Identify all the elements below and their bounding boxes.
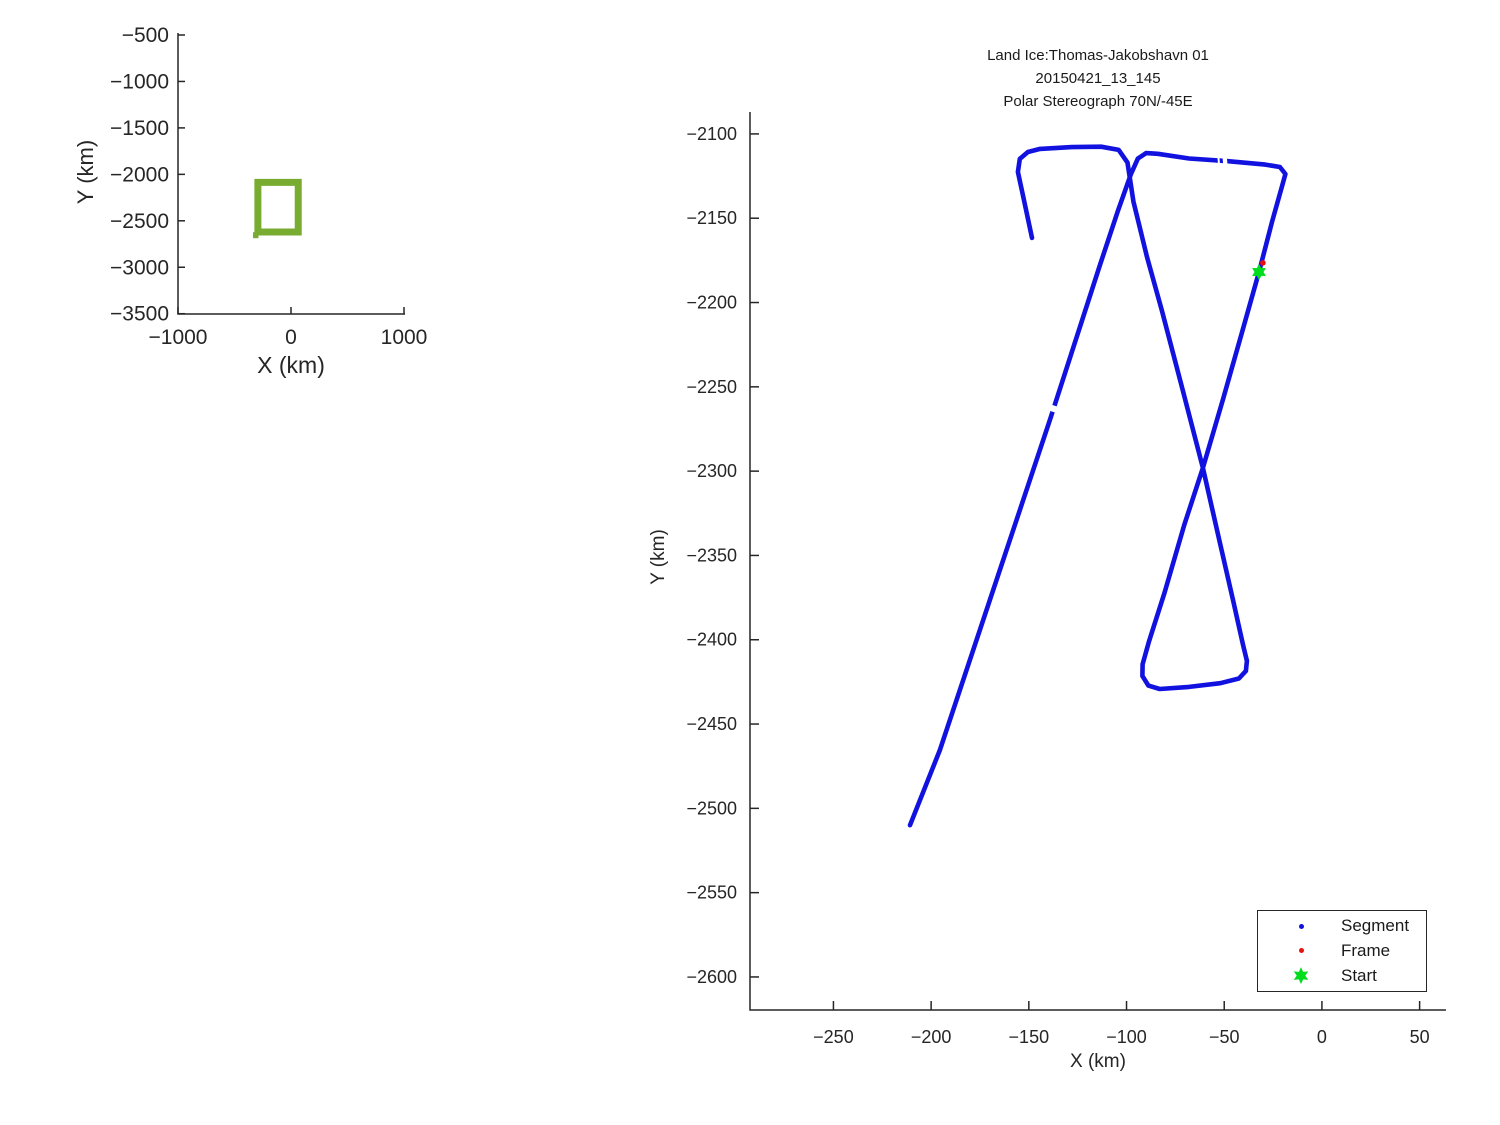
main-y-tick-label: −2450 xyxy=(686,714,737,734)
main-x-tick-label: −200 xyxy=(911,1027,952,1047)
inset-y-tick-label: −500 xyxy=(122,24,169,47)
main-x-tick-label: −250 xyxy=(813,1027,854,1047)
start-marker xyxy=(1252,264,1266,280)
segment-marker-icon xyxy=(1289,923,1313,929)
legend-item-segment: Segment xyxy=(1258,914,1426,938)
inset-y-tick-label: −1000 xyxy=(110,70,169,93)
start-marker-icon xyxy=(1289,967,1313,985)
inset-x-tick-label: −1000 xyxy=(149,326,208,349)
frame-marker-icon xyxy=(1289,948,1313,954)
title-line-date: 20150421_13_145 xyxy=(1035,70,1161,87)
legend-label-segment: Segment xyxy=(1341,916,1410,936)
inset-y-tick-label: −3500 xyxy=(110,303,169,326)
legend-label-start: Start xyxy=(1341,965,1377,985)
inset-y-tick-label: −3000 xyxy=(110,256,169,279)
main-x-tick-label: −150 xyxy=(1009,1027,1050,1047)
main-y-tick-label: −2600 xyxy=(686,967,737,987)
main-y-tick-label: −2400 xyxy=(686,630,737,650)
main-y-tick-label: −2550 xyxy=(686,883,737,903)
main-x-tick-label: −100 xyxy=(1106,1027,1147,1047)
main-axes-spines xyxy=(749,112,1446,1011)
main-y-tick-label: −2350 xyxy=(686,545,737,565)
main-y-tick-label: −2200 xyxy=(686,293,737,313)
main-y-tick-label: −2300 xyxy=(686,461,737,481)
legend: Segment Frame Start xyxy=(1257,910,1427,992)
frame-dot xyxy=(1260,260,1266,266)
main-y-tick-label: −2250 xyxy=(686,377,737,397)
main-x-tick-label: −50 xyxy=(1209,1027,1240,1047)
inset-y-axis-label: Y (km) xyxy=(73,139,98,205)
track-gap xyxy=(1048,404,1057,413)
main-y-tick-label: −2500 xyxy=(686,798,737,818)
inset-x-tick-label: 1000 xyxy=(381,326,428,349)
main-y-axis-label: Y (km) xyxy=(648,529,669,585)
main-y-tick-label: −2150 xyxy=(686,208,737,228)
coverage-rect xyxy=(254,178,302,236)
legend-item-start: Start xyxy=(1258,964,1426,988)
legend-item-frame: Frame xyxy=(1258,939,1426,963)
legend-label-frame: Frame xyxy=(1341,940,1391,960)
inset-y-tick-label: −2500 xyxy=(110,210,169,233)
main-y-tick-label: −2100 xyxy=(686,124,737,144)
inset-y-tick-label: −1500 xyxy=(110,117,169,140)
main-x-tick-label: 50 xyxy=(1410,1027,1430,1047)
inset-x-tick-label: 0 xyxy=(285,326,297,349)
inset-axes-spines xyxy=(177,33,405,315)
inset-y-tick-label: −2000 xyxy=(110,163,169,186)
title-line-campaign: Land Ice:Thomas-Jakobshavn 01 xyxy=(987,47,1209,64)
inset-x-axis-label: X (km) xyxy=(257,352,325,378)
segment-track xyxy=(907,144,1288,828)
main-x-axis-label: X (km) xyxy=(1070,1051,1126,1072)
main-x-tick-label: 0 xyxy=(1317,1027,1327,1047)
title-line-projection: Polar Stereograph 70N/-45E xyxy=(1003,93,1193,110)
main-plot-title: Land Ice:Thomas-Jakobshavn 01 20150421_1… xyxy=(748,44,1448,113)
